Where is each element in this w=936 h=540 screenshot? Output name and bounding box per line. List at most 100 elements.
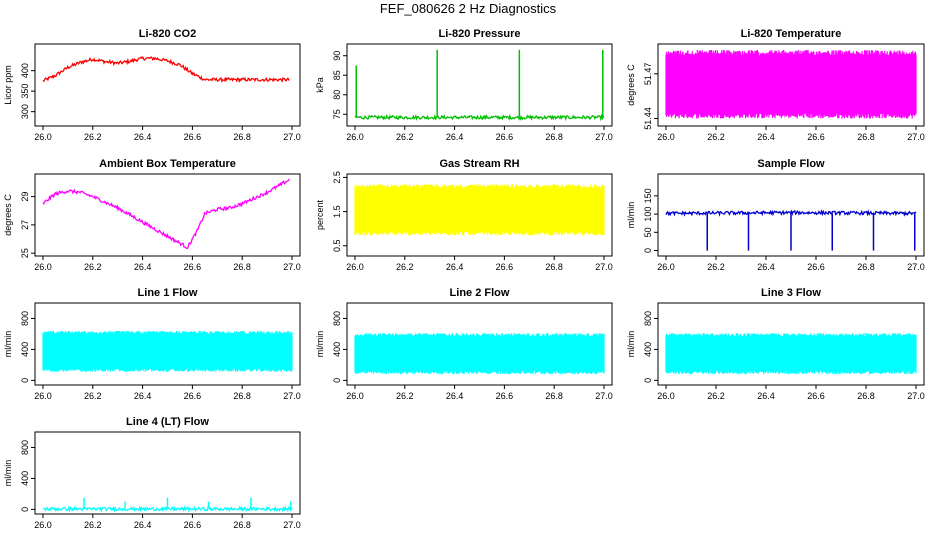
li820-pressure-xtick-label: 26.6 — [496, 132, 514, 142]
line2-flow-band — [354, 333, 605, 375]
gas-stream-rh-xtick-label: 27.0 — [595, 262, 613, 272]
li820-pressure-title: Li-820 Pressure — [439, 28, 521, 40]
line2-flow-xtick-label: 27.0 — [595, 391, 613, 401]
sample-flow-ytick-label: 50 — [643, 227, 653, 237]
line2-flow-title: Line 2 Flow — [450, 287, 510, 299]
li820-co2-title: Li-820 CO2 — [139, 28, 196, 40]
gas-stream-rh-xtick-label: 26.6 — [496, 262, 514, 272]
gas-stream-rh-band — [354, 184, 605, 236]
sample-flow-ytick-label: 100 — [643, 207, 653, 222]
line4-flow-title: Line 4 (LT) Flow — [126, 416, 209, 428]
gas-stream-rh-ytick-label: 0.5 — [332, 239, 342, 252]
ambient-box-temperature-xtick-label: 26.8 — [233, 262, 251, 272]
ambient-box-temperature-ytick-label: 25 — [20, 248, 30, 258]
li820-co2-line — [42, 56, 290, 84]
line2-flow-ytick-label: 800 — [332, 311, 342, 326]
gas-stream-rh-title: Gas Stream RH — [439, 158, 519, 170]
li820-co2-panel: Li-820 CO2 26.0 26.2 26.4 26.6 26.8 27.0 300 350… — [3, 28, 301, 142]
line3-flow-xtick-label: 26.4 — [757, 391, 775, 401]
ambient-box-temperature-xtick-label: 27.0 — [283, 262, 301, 272]
li820-co2-xtick-label: 26.8 — [233, 132, 251, 142]
ambient-box-temperature-series — [42, 178, 291, 250]
li820-co2-xtick-label: 27.0 — [283, 132, 301, 142]
sample-flow-title: Sample Flow — [757, 158, 825, 170]
line4-flow-frame — [34, 431, 301, 515]
line2-flow-panel: Line 2 Flow 26.0 26.2 26.4 26.6 26.8 27.0 0 400 8… — [315, 287, 613, 401]
sample-flow-frame — [657, 173, 925, 257]
li820-pressure-xtick-label: 26.0 — [346, 132, 364, 142]
gas-stream-rh-frame — [346, 173, 613, 257]
line3-flow-xtick-label: 26.8 — [857, 391, 875, 401]
li820-temperature-xtick-label: 27.0 — [907, 132, 925, 142]
main-title: FEF_080626 2 Hz Diagnostics — [379, 1, 557, 16]
line1-flow-title: Line 1 Flow — [138, 287, 198, 299]
li820-co2-ytick-label: 300 — [20, 104, 30, 119]
li820-temperature-title: Li-820 Temperature — [741, 28, 842, 40]
li820-temperature-frame — [657, 43, 925, 127]
line3-flow-xtick-label: 26.0 — [657, 391, 675, 401]
li820-co2-ytick-label: 350 — [20, 84, 30, 99]
gas-stream-rh-panel: Gas Stream RH 26.0 26.2 26.4 26.6 26.8 27.0 0.5… — [315, 158, 613, 272]
sample-flow-series — [665, 209, 917, 251]
sample-flow-ylabel: ml/min — [626, 202, 636, 229]
sample-flow-xtick-label: 26.4 — [757, 262, 775, 272]
gas-stream-rh-xtick-label: 26.4 — [446, 262, 464, 272]
line2-flow-xtick-label: 26.8 — [545, 391, 563, 401]
li820-pressure-ytick-label: 85 — [332, 70, 342, 80]
li820-co2-xtick-label: 26.0 — [34, 132, 52, 142]
line4-flow-xtick-label: 26.8 — [233, 520, 251, 530]
line4-flow-xtick-label: 26.2 — [84, 520, 102, 530]
li820-temperature-xtick-label: 26.6 — [807, 132, 825, 142]
gas-stream-rh-xtick-label: 26.0 — [346, 262, 364, 272]
gas-stream-rh-series — [354, 184, 605, 236]
sample-flow-line — [665, 209, 917, 217]
line4-flow-ytick-label: 800 — [20, 440, 30, 455]
gas-stream-rh-xtick-label: 26.2 — [396, 262, 414, 272]
ambient-box-temperature-panel: Ambient Box Temperature 26.0 26.2 26.4 26.6 2… — [3, 158, 301, 272]
ambient-box-temperature-title: Ambient Box Temperature — [99, 158, 236, 170]
line1-flow-xtick-label: 26.2 — [84, 391, 102, 401]
li820-temperature-series — [665, 50, 917, 119]
li820-temperature-band — [665, 50, 917, 119]
gas-stream-rh-ylabel: percent — [315, 199, 325, 230]
line4-flow-xtick-label: 27.0 — [283, 520, 301, 530]
gas-stream-rh-xtick-label: 26.8 — [545, 262, 563, 272]
line3-flow-series — [665, 333, 917, 375]
line3-flow-ytick-label: 400 — [643, 342, 653, 357]
line4-flow-ylabel: ml/min — [3, 460, 13, 487]
li820-temperature-ylabel: degrees C — [626, 64, 636, 106]
sample-flow-xtick-label: 27.0 — [907, 262, 925, 272]
line1-flow-ytick-label: 800 — [20, 311, 30, 326]
line1-flow-xtick-label: 26.8 — [233, 391, 251, 401]
line1-flow-ytick-label: 0 — [20, 378, 30, 383]
line1-flow-band — [42, 330, 293, 372]
line3-flow-band — [665, 333, 917, 375]
li820-temperature-panel: Li-820 Temperature 26.0 26.2 26.4 26.6 26.8 27… — [626, 28, 925, 142]
sample-flow-xtick-label: 26.8 — [857, 262, 875, 272]
li820-pressure-xtick-label: 26.8 — [545, 132, 563, 142]
line2-flow-ytick-label: 400 — [332, 342, 342, 357]
line4-flow-series — [42, 497, 293, 513]
line3-flow-ylabel: ml/min — [626, 331, 636, 358]
line1-flow-ylabel: ml/min — [3, 331, 13, 358]
sample-flow-xtick-label: 26.6 — [807, 262, 825, 272]
line3-flow-xtick-label: 26.2 — [707, 391, 725, 401]
line1-flow-ytick-label: 400 — [20, 342, 30, 357]
line1-flow-frame — [34, 302, 301, 386]
ambient-box-temperature-xtick-label: 26.0 — [34, 262, 52, 272]
line3-flow-ytick-label: 800 — [643, 311, 653, 326]
gas-stream-rh-ytick-label: 2.5 — [332, 171, 342, 184]
line1-flow-xtick-label: 26.4 — [134, 391, 152, 401]
li820-temperature-xtick-label: 26.8 — [857, 132, 875, 142]
li820-pressure-xtick-label: 26.4 — [446, 132, 464, 142]
li820-pressure-panel: Li-820 Pressure 26.0 26.2 26.4 26.6 26.8 27.0 7… — [315, 28, 613, 142]
li820-pressure-frame — [346, 43, 613, 127]
line4-flow-xtick-label: 26.0 — [34, 520, 52, 530]
line2-flow-ylabel: ml/min — [315, 331, 325, 358]
line2-flow-ytick-label: 0 — [332, 378, 342, 383]
li820-co2-ytick-label: 400 — [20, 63, 30, 78]
line4-flow-xtick-label: 26.6 — [184, 520, 202, 530]
ambient-box-temperature-ylabel: degrees C — [3, 194, 13, 236]
li820-pressure-ytick-label: 90 — [332, 51, 342, 61]
